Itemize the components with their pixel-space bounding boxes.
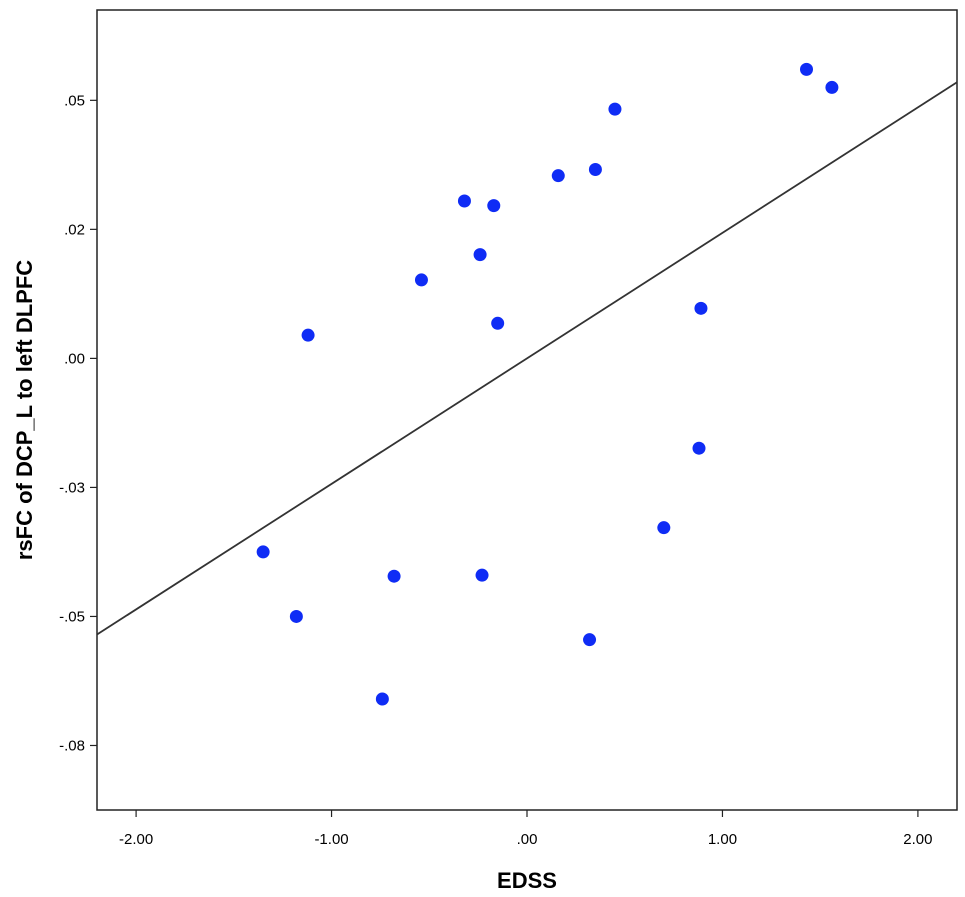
data-points xyxy=(256,62,839,706)
y-axis: -.08 -.05 -.03 .00 .02 .05 xyxy=(59,92,97,754)
data-point xyxy=(694,301,708,315)
data-point xyxy=(301,328,315,342)
data-point xyxy=(825,80,839,94)
data-point xyxy=(289,609,303,623)
x-axis-title: EDSS xyxy=(497,868,557,893)
data-point xyxy=(487,199,501,213)
data-point xyxy=(375,692,389,706)
x-tick-label: -1.00 xyxy=(314,831,348,848)
y-tick-label: -.05 xyxy=(59,608,85,625)
data-point xyxy=(588,162,602,176)
data-point xyxy=(608,102,622,116)
x-tick-label: -2.00 xyxy=(119,831,153,848)
x-axis: -2.00 -1.00 .00 1.00 2.00 xyxy=(119,810,933,848)
y-axis-title: rsFC of DCP_L to left DLPFC xyxy=(12,260,37,560)
y-tick-label: .00 xyxy=(64,350,85,367)
data-point xyxy=(473,248,487,262)
data-point xyxy=(256,545,270,559)
y-tick-label: .05 xyxy=(64,92,85,109)
data-point xyxy=(387,569,401,583)
x-tick-label: 2.00 xyxy=(903,831,932,848)
data-point xyxy=(491,316,505,330)
x-tick-label: .00 xyxy=(517,831,538,848)
data-point xyxy=(657,521,671,535)
data-point xyxy=(414,273,428,287)
data-point xyxy=(692,441,706,455)
data-point xyxy=(551,169,565,183)
data-point xyxy=(583,633,597,647)
data-point xyxy=(457,194,471,208)
regression-line xyxy=(96,81,958,636)
data-point xyxy=(475,568,489,582)
plot-frame xyxy=(96,9,958,811)
y-tick-label: .02 xyxy=(64,221,85,238)
data-point xyxy=(800,62,813,76)
regression-line-group xyxy=(96,81,958,636)
y-tick-label: -.03 xyxy=(59,479,85,496)
x-tick-label: 1.00 xyxy=(708,831,737,848)
y-tick-label: -.08 xyxy=(59,737,85,754)
